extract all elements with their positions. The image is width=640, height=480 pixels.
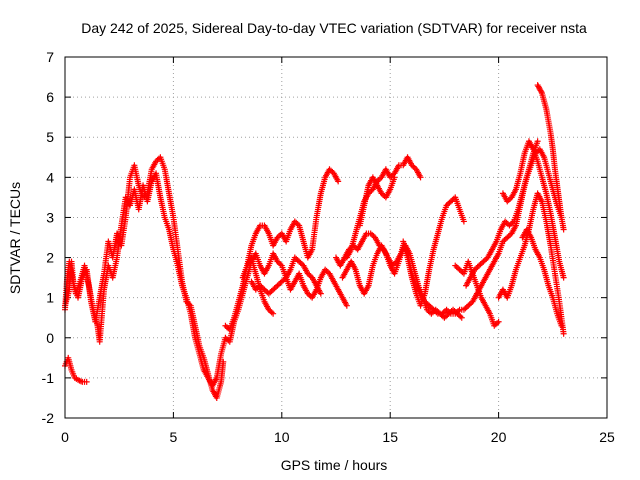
data-point — [560, 330, 567, 337]
series-trace-10 — [356, 174, 398, 229]
y-tick-label: -1 — [42, 370, 55, 386]
data-point — [270, 310, 277, 317]
data-series — [62, 82, 567, 401]
data-point — [560, 226, 567, 233]
series-trace-8 — [339, 194, 467, 309]
y-tick-label: 4 — [46, 169, 54, 185]
chart-title: Day 242 of 2025, Sidereal Day-to-day VTE… — [81, 20, 587, 36]
series-trace-14 — [495, 190, 567, 337]
data-point — [534, 138, 541, 145]
x-tick-label: 0 — [61, 429, 69, 445]
data-point — [343, 302, 350, 309]
data-point — [460, 218, 467, 225]
x-tick-label: 20 — [491, 429, 507, 445]
data-point — [560, 274, 567, 281]
x-tick-label: 25 — [599, 429, 615, 445]
data-point — [458, 314, 465, 321]
series-trace-6 — [248, 254, 324, 297]
data-point — [495, 318, 502, 325]
x-tick-label: 5 — [170, 429, 178, 445]
y-tick-label: 0 — [46, 330, 54, 346]
data-point — [83, 378, 90, 385]
x-axis-label: GPS time / hours — [281, 457, 388, 473]
series-trace-15 — [499, 138, 567, 281]
y-tick-label: -2 — [42, 410, 55, 426]
x-tick-label: 15 — [382, 429, 398, 445]
y-tick-label: 3 — [46, 209, 54, 225]
plot-frame — [64, 56, 608, 419]
data-point — [558, 322, 565, 329]
series-trace-4 — [222, 166, 342, 333]
y-tick-label: 5 — [46, 129, 54, 145]
data-point — [538, 88, 545, 95]
y-tick-label: 6 — [46, 89, 54, 105]
series-trace-17 — [534, 82, 567, 233]
axis-ticks: 0 5 10 15 20 25 -2 -1 0 1 2 3 4 5 6 7 — [42, 49, 615, 445]
y-tick-label: 7 — [46, 49, 54, 65]
series-trace-16 — [519, 226, 565, 329]
series-trace-9 — [343, 154, 424, 261]
x-tick-label: 10 — [274, 429, 290, 445]
series-trace-3 — [62, 354, 90, 385]
data-point — [317, 290, 324, 297]
y-tick-label: 1 — [46, 290, 54, 306]
y-axis-label: SDTVAR / TECUs — [7, 182, 23, 294]
data-point — [417, 174, 424, 181]
y-tick-label: 2 — [46, 250, 54, 266]
data-point — [391, 174, 398, 181]
data-point — [335, 178, 342, 185]
